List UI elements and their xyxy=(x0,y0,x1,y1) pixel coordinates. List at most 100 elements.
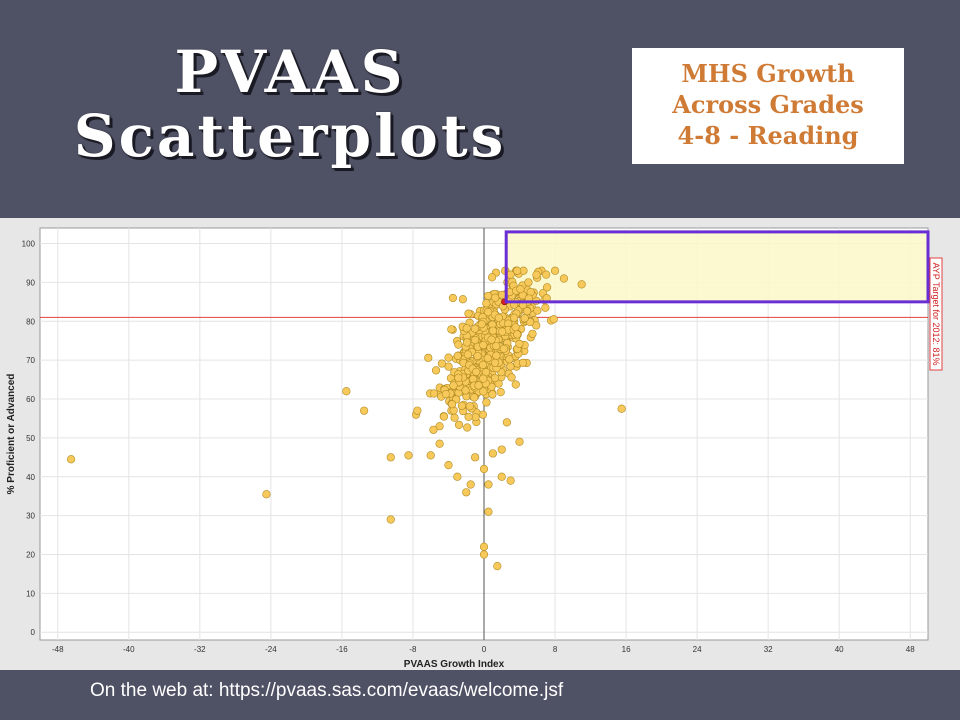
scatter-point xyxy=(386,453,395,462)
y-axis-title: % Proficient or Advanced xyxy=(6,374,17,495)
scatter-point xyxy=(502,418,511,427)
scatter-point xyxy=(461,386,470,395)
scatter-point xyxy=(483,291,493,301)
scatter-point xyxy=(499,344,508,353)
scatter-point xyxy=(453,472,462,481)
scatter-point xyxy=(466,480,475,489)
scatter-point xyxy=(386,515,395,524)
scatter-point xyxy=(463,423,472,432)
scatter-point xyxy=(497,445,506,454)
scatter-point xyxy=(478,360,488,370)
y-tick-label: 60 xyxy=(26,395,35,404)
scatter-point xyxy=(444,353,453,362)
scatter-point xyxy=(497,472,506,481)
scatter-point xyxy=(448,293,458,303)
scatter-point xyxy=(479,374,488,383)
footer-url: On the web at: https://pvaas.sas.com/eva… xyxy=(90,680,564,701)
scatter-point xyxy=(444,362,453,371)
scatter-point xyxy=(513,330,522,339)
y-tick-label: 50 xyxy=(26,434,35,443)
scatter-point xyxy=(482,299,491,308)
scatter-point xyxy=(453,351,462,361)
scatter-point xyxy=(484,480,493,489)
subtitle-box: MHS Growth Across Grades 4-8 - Reading xyxy=(632,48,904,164)
scatter-point xyxy=(66,455,76,464)
x-tick-label: 16 xyxy=(622,645,631,654)
y-tick-label: 90 xyxy=(26,278,35,287)
scatter-point xyxy=(498,327,507,336)
ayp-target-label-box xyxy=(929,257,943,371)
slide-title-line-2: Scatterplots xyxy=(73,102,507,170)
scatter-point xyxy=(491,293,500,302)
scatter-point xyxy=(482,398,491,407)
scatter-point xyxy=(490,358,500,367)
scatter-point xyxy=(479,464,489,474)
y-tick-label: 70 xyxy=(26,356,35,365)
scatter-point xyxy=(479,550,489,559)
scatter-point xyxy=(447,400,457,409)
scatter-point xyxy=(494,313,503,322)
scatter-point xyxy=(510,313,519,322)
scatter-point xyxy=(532,321,541,330)
x-tick-label: 24 xyxy=(693,645,702,654)
x-tick-label: -40 xyxy=(123,645,135,654)
highlight-region-border xyxy=(504,230,930,304)
scatter-point xyxy=(470,335,480,345)
subtitle-line-1: MHS Growth xyxy=(681,59,855,88)
scatter-point xyxy=(524,278,533,287)
scatterplot-chart: -48 -40 -32 -24 -16 -8 0 8 16 24 32 40 48 0 10 20 30 40 50… xyxy=(6,227,943,670)
scatter-point xyxy=(429,425,438,434)
y-tick-label: 40 xyxy=(26,473,35,482)
scatter-point xyxy=(559,274,569,283)
scatter-point xyxy=(541,303,550,312)
scatter-point xyxy=(506,362,515,371)
scatter-point xyxy=(439,412,449,421)
y-tick-label: 100 xyxy=(22,240,36,249)
scatter-point xyxy=(435,422,444,431)
scatter-point xyxy=(577,280,586,289)
x-tick-label: -48 xyxy=(52,645,64,654)
scatter-point xyxy=(518,358,528,367)
scatter-point xyxy=(413,406,422,415)
scatter-point xyxy=(520,314,529,323)
scatter-point xyxy=(470,324,480,333)
x-tick-label: -32 xyxy=(194,645,206,654)
scatter-point xyxy=(496,388,505,397)
scatter-point xyxy=(471,413,480,422)
scatter-point xyxy=(542,283,552,292)
scatter-point xyxy=(477,320,486,329)
scatter-point xyxy=(490,373,500,383)
scatter-point xyxy=(424,353,433,362)
scatter-point xyxy=(479,340,488,350)
scatter-point xyxy=(505,355,514,364)
scatter-point xyxy=(479,542,489,551)
scatter-point xyxy=(431,366,441,375)
scatter-point xyxy=(493,562,502,571)
scatter-point xyxy=(444,460,453,470)
ayp-target-label: AYP Target for 2012: 81% xyxy=(931,262,941,365)
scatter-point xyxy=(450,413,459,422)
scatter-point xyxy=(449,381,458,390)
scatter-point xyxy=(462,324,471,333)
scatter-point xyxy=(487,335,496,344)
highlight-region-fill xyxy=(506,231,928,302)
x-tick-label: 48 xyxy=(906,645,915,654)
y-tick-label: 10 xyxy=(26,589,35,598)
scatter-point xyxy=(542,270,551,279)
scatter-point xyxy=(516,285,525,294)
x-tick-label: 8 xyxy=(553,645,558,654)
scatter-point xyxy=(511,323,520,332)
scatter-point xyxy=(462,338,472,347)
scatter-point xyxy=(506,476,515,485)
scatter-point xyxy=(429,389,439,398)
y-tick-label: 20 xyxy=(26,550,35,559)
scatterplot-panel: -48 -40 -32 -24 -16 -8 0 8 16 24 32 40 48 0 10 20 30 40 50… xyxy=(0,218,960,670)
scatter-point xyxy=(484,507,493,516)
x-axis-title: PVAAS Growth Index xyxy=(404,659,505,670)
scatter-point xyxy=(533,306,542,315)
scatter-point xyxy=(483,354,492,363)
x-tick-label: 0 xyxy=(482,645,487,654)
scatter-point xyxy=(464,412,473,421)
scatter-point xyxy=(262,490,271,499)
scatter-point xyxy=(483,307,493,317)
